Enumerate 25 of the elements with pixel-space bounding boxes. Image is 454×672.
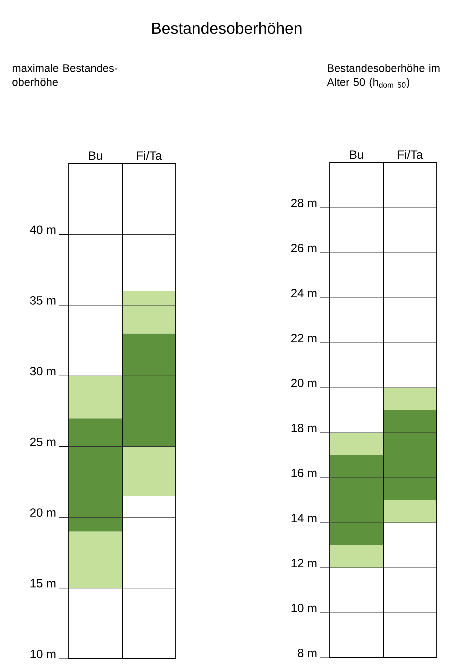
y-tick-label: 28 m <box>291 199 317 208</box>
x-tick-label: Bu <box>350 150 364 160</box>
text: Bestandesoberhöhen <box>152 22 302 34</box>
y-tick-label: 40 m <box>30 226 56 234</box>
x-tick-label: Fi/Ta <box>398 150 424 160</box>
y-tick-label: 12 m <box>292 559 317 568</box>
y-tick-label: 24 m <box>291 289 317 298</box>
y-tick-label: 16 m <box>292 469 317 478</box>
x-tick-label: Bu <box>89 152 102 160</box>
y-tick-label: 14 m <box>292 514 317 522</box>
y-tick-label: 20 m <box>291 379 317 388</box>
y-tick-label: 30 m <box>30 367 56 376</box>
chart-subtitle: maximale Bestandes-oberhöhe <box>12 64 118 86</box>
y-tick-label: 8 m <box>298 649 317 658</box>
y-tick-label: 18 m <box>292 424 317 432</box>
y-tick-label: 26 m <box>291 244 317 252</box>
x-tick-label: Fi/Ta <box>137 151 162 160</box>
chart-subtitle: Bestandesoberhöhe im Alter 50 (h$_{dom 50}$) <box>327 64 440 88</box>
y-tick-label: 22 m <box>291 334 317 342</box>
y-tick-label: 10 m <box>30 650 56 658</box>
y-tick-label: 35 m <box>30 296 56 305</box>
y-tick-label: 25 m <box>30 438 56 446</box>
y-tick-label: 20 m <box>30 508 56 518</box>
y-tick-label: 10 m <box>292 604 317 612</box>
y-tick-label: 15 m <box>30 579 56 588</box>
